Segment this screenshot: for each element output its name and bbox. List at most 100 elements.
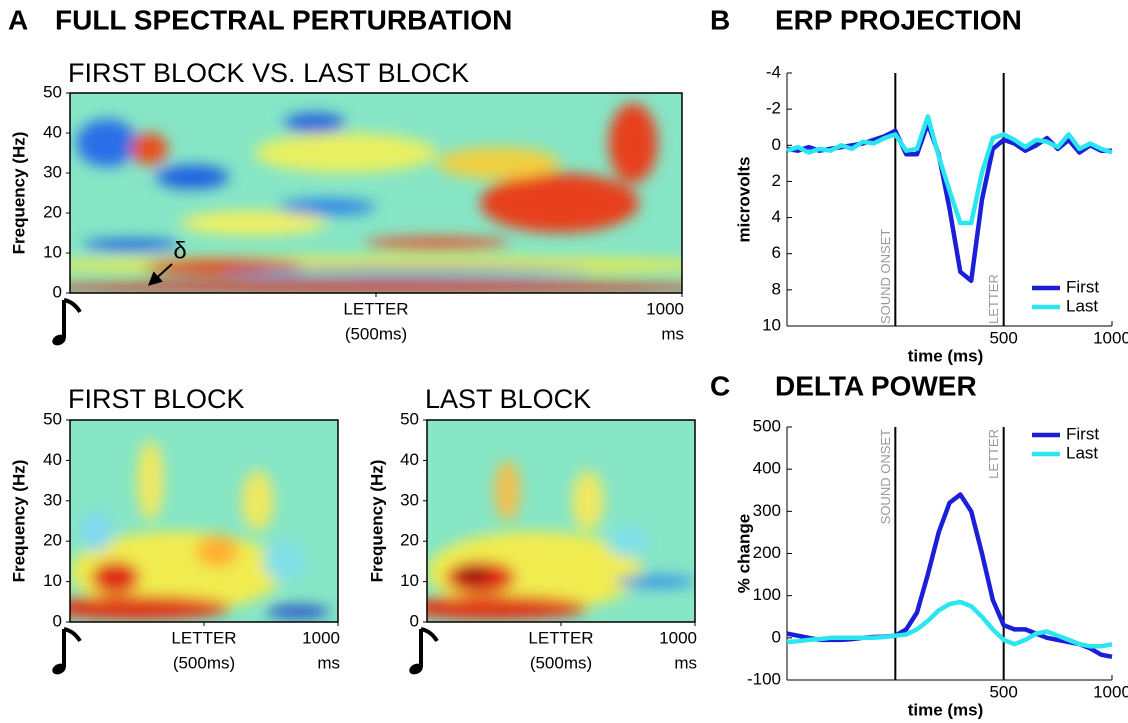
panel-label: A [8, 4, 28, 35]
y-tick-label: 500 [753, 416, 781, 435]
y-axis-label: Frequency (Hz) [9, 460, 28, 583]
series-line [786, 599, 1113, 649]
y-tick-label: 20 [43, 202, 62, 221]
panel-subtitle: FIRST BLOCK VS. LAST BLOCK [68, 58, 469, 88]
y-tick-label: 10 [43, 571, 62, 590]
heatmap-blob [265, 605, 330, 618]
heatmap-blob [223, 268, 591, 274]
heatmap-blob [137, 440, 164, 521]
heatmap-blobs [70, 440, 330, 620]
heatmap-blob [253, 133, 438, 173]
y-axis-label: Frequency (Hz) [9, 132, 28, 255]
panel-subtitle: FIRST BLOCK [68, 384, 245, 414]
heatmap-blur [70, 103, 682, 293]
y-tick-label: 50 [400, 409, 419, 428]
y-tick-label: 0 [53, 611, 62, 630]
heatmap-blob [608, 103, 658, 183]
heatmap-blur [70, 440, 330, 620]
vertical-line-label: LETTER [986, 274, 1001, 324]
y-tick-label: 30 [43, 162, 62, 181]
y-tick-label: 0 [772, 135, 781, 154]
panel-title: DELTA POWER [775, 370, 977, 401]
panel-subtitle: LAST BLOCK [425, 384, 591, 414]
x-tick-label: 1000 [1093, 328, 1128, 347]
legend-label: Last [1066, 443, 1098, 462]
heatmap-blob [480, 173, 640, 233]
heatmap-blob [131, 133, 168, 165]
heatmap-blob [494, 460, 521, 521]
heatmap-blob [180, 211, 328, 235]
y-tick-label: 200 [753, 543, 781, 562]
heatmap-blob [606, 525, 650, 558]
y-tick-label: 10 [43, 242, 62, 261]
panel-label: C [710, 370, 730, 401]
y-tick-label: 30 [43, 490, 62, 509]
heatmap-blobs [70, 103, 682, 293]
x-tick-sublabel: (500ms) [173, 653, 235, 672]
x-axis-label: time (ms) [908, 346, 984, 365]
vertical-line-label: LETTER [986, 429, 1001, 479]
heatmap-blobs [427, 460, 695, 620]
panel-label: B [710, 4, 730, 35]
heatmap-blob [82, 239, 181, 251]
heatmap-blob [427, 595, 588, 620]
y-tick-label: 20 [400, 531, 419, 550]
x-tick-label: LETTER [343, 299, 408, 318]
heatmap-blob [80, 510, 113, 552]
y-tick-label: 10 [400, 571, 419, 590]
panel-title: FULL SPECTRAL PERTURBATION [55, 4, 512, 35]
y-tick-label: 0 [410, 611, 419, 630]
y-tick-label: -4 [766, 62, 781, 81]
x-tick-label: 500 [989, 328, 1017, 347]
music-note-head [52, 334, 66, 346]
heatmap-blob [262, 541, 306, 582]
heatmap-blob [76, 119, 138, 167]
panel-title: ERP PROJECTION [775, 4, 1022, 35]
x-tick-label: LETTER [171, 628, 236, 647]
y-tick-label: 50 [43, 82, 62, 101]
y-tick-label: 4 [772, 207, 781, 226]
x-tick-sublabel: ms [661, 324, 684, 343]
x-tick-label: 1000 [659, 628, 697, 647]
y-axis-label: % change [734, 514, 753, 593]
y-tick-label: 0 [772, 627, 781, 646]
y-tick-label: 400 [753, 459, 781, 478]
heatmap-blob [195, 535, 239, 568]
legend-label: First [1066, 424, 1099, 443]
series-line [786, 492, 1113, 660]
x-tick-sublabel: (500ms) [530, 653, 592, 672]
heatmap-blob [91, 561, 140, 594]
annotation: δ [173, 237, 186, 264]
y-tick-label: 8 [772, 279, 781, 298]
y-tick-label: 40 [43, 450, 62, 469]
x-tick-label: 1000 [646, 299, 684, 318]
series-line [786, 114, 1113, 226]
y-tick-label: -100 [747, 669, 781, 688]
heatmap-blob [284, 113, 346, 133]
legend-label: First [1066, 277, 1099, 296]
music-note [62, 627, 82, 667]
x-tick-label: 500 [989, 682, 1017, 701]
music-note-head [409, 663, 423, 675]
heatmap-blob [437, 147, 560, 179]
y-tick-label: -2 [766, 99, 781, 118]
y-tick-label: 40 [400, 450, 419, 469]
heatmap-blob [571, 470, 604, 532]
y-tick-label: 20 [43, 531, 62, 550]
y-axis-label: Frequency (Hz) [367, 460, 386, 583]
y-tick-label: 2 [772, 171, 781, 190]
annotation-arrow [147, 263, 173, 286]
music-note-head [52, 663, 66, 675]
heatmap-blob [456, 567, 489, 584]
y-tick-label: 6 [772, 243, 781, 262]
y-tick-label: 30 [400, 490, 419, 509]
heatmap-blur [427, 460, 695, 620]
x-tick-label: 1000 [1093, 682, 1128, 701]
x-tick-sublabel: (500ms) [345, 324, 407, 343]
y-tick-label: 40 [43, 122, 62, 141]
y-axis-label: microvolts [734, 157, 753, 243]
heatmap-blob [363, 237, 511, 249]
x-axis-label: time (ms) [908, 700, 984, 719]
y-tick-label: 50 [43, 409, 62, 428]
vertical-line-label: SOUND ONSET [878, 429, 893, 524]
